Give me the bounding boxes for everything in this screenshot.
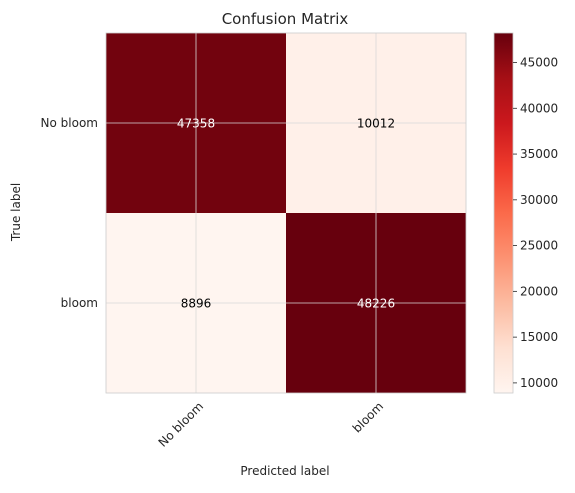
- chart-title: Confusion Matrix: [222, 10, 349, 28]
- colorbar: [493, 32, 514, 394]
- colorbar-tick-label: 30000: [520, 193, 558, 207]
- cell-value-label: 8896: [181, 297, 212, 311]
- colorbar-tick-label: 20000: [520, 284, 558, 298]
- colorbar-tick-label: 15000: [520, 330, 558, 344]
- colorbar-tick-label: 40000: [520, 101, 558, 115]
- cell-value-label: 47358: [177, 117, 215, 131]
- x-tick-label: bloom: [350, 399, 386, 435]
- cell-value-label: 48226: [357, 297, 395, 311]
- y-tick-label: No bloom: [41, 116, 98, 130]
- y-axis-label: True label: [9, 183, 23, 242]
- colorbar-tick-label: 45000: [520, 56, 558, 70]
- colorbar-tick-label: 25000: [520, 239, 558, 253]
- colorbar-tick-label: 35000: [520, 147, 558, 161]
- colorbar-tick-label: 10000: [520, 376, 558, 390]
- plot-frame: [105, 32, 467, 394]
- y-tick-label: bloom: [61, 296, 98, 310]
- cell-value-label: 10012: [357, 117, 395, 131]
- x-tick-label: No bloom: [156, 399, 207, 450]
- x-axis-label: Predicted label: [240, 464, 329, 478]
